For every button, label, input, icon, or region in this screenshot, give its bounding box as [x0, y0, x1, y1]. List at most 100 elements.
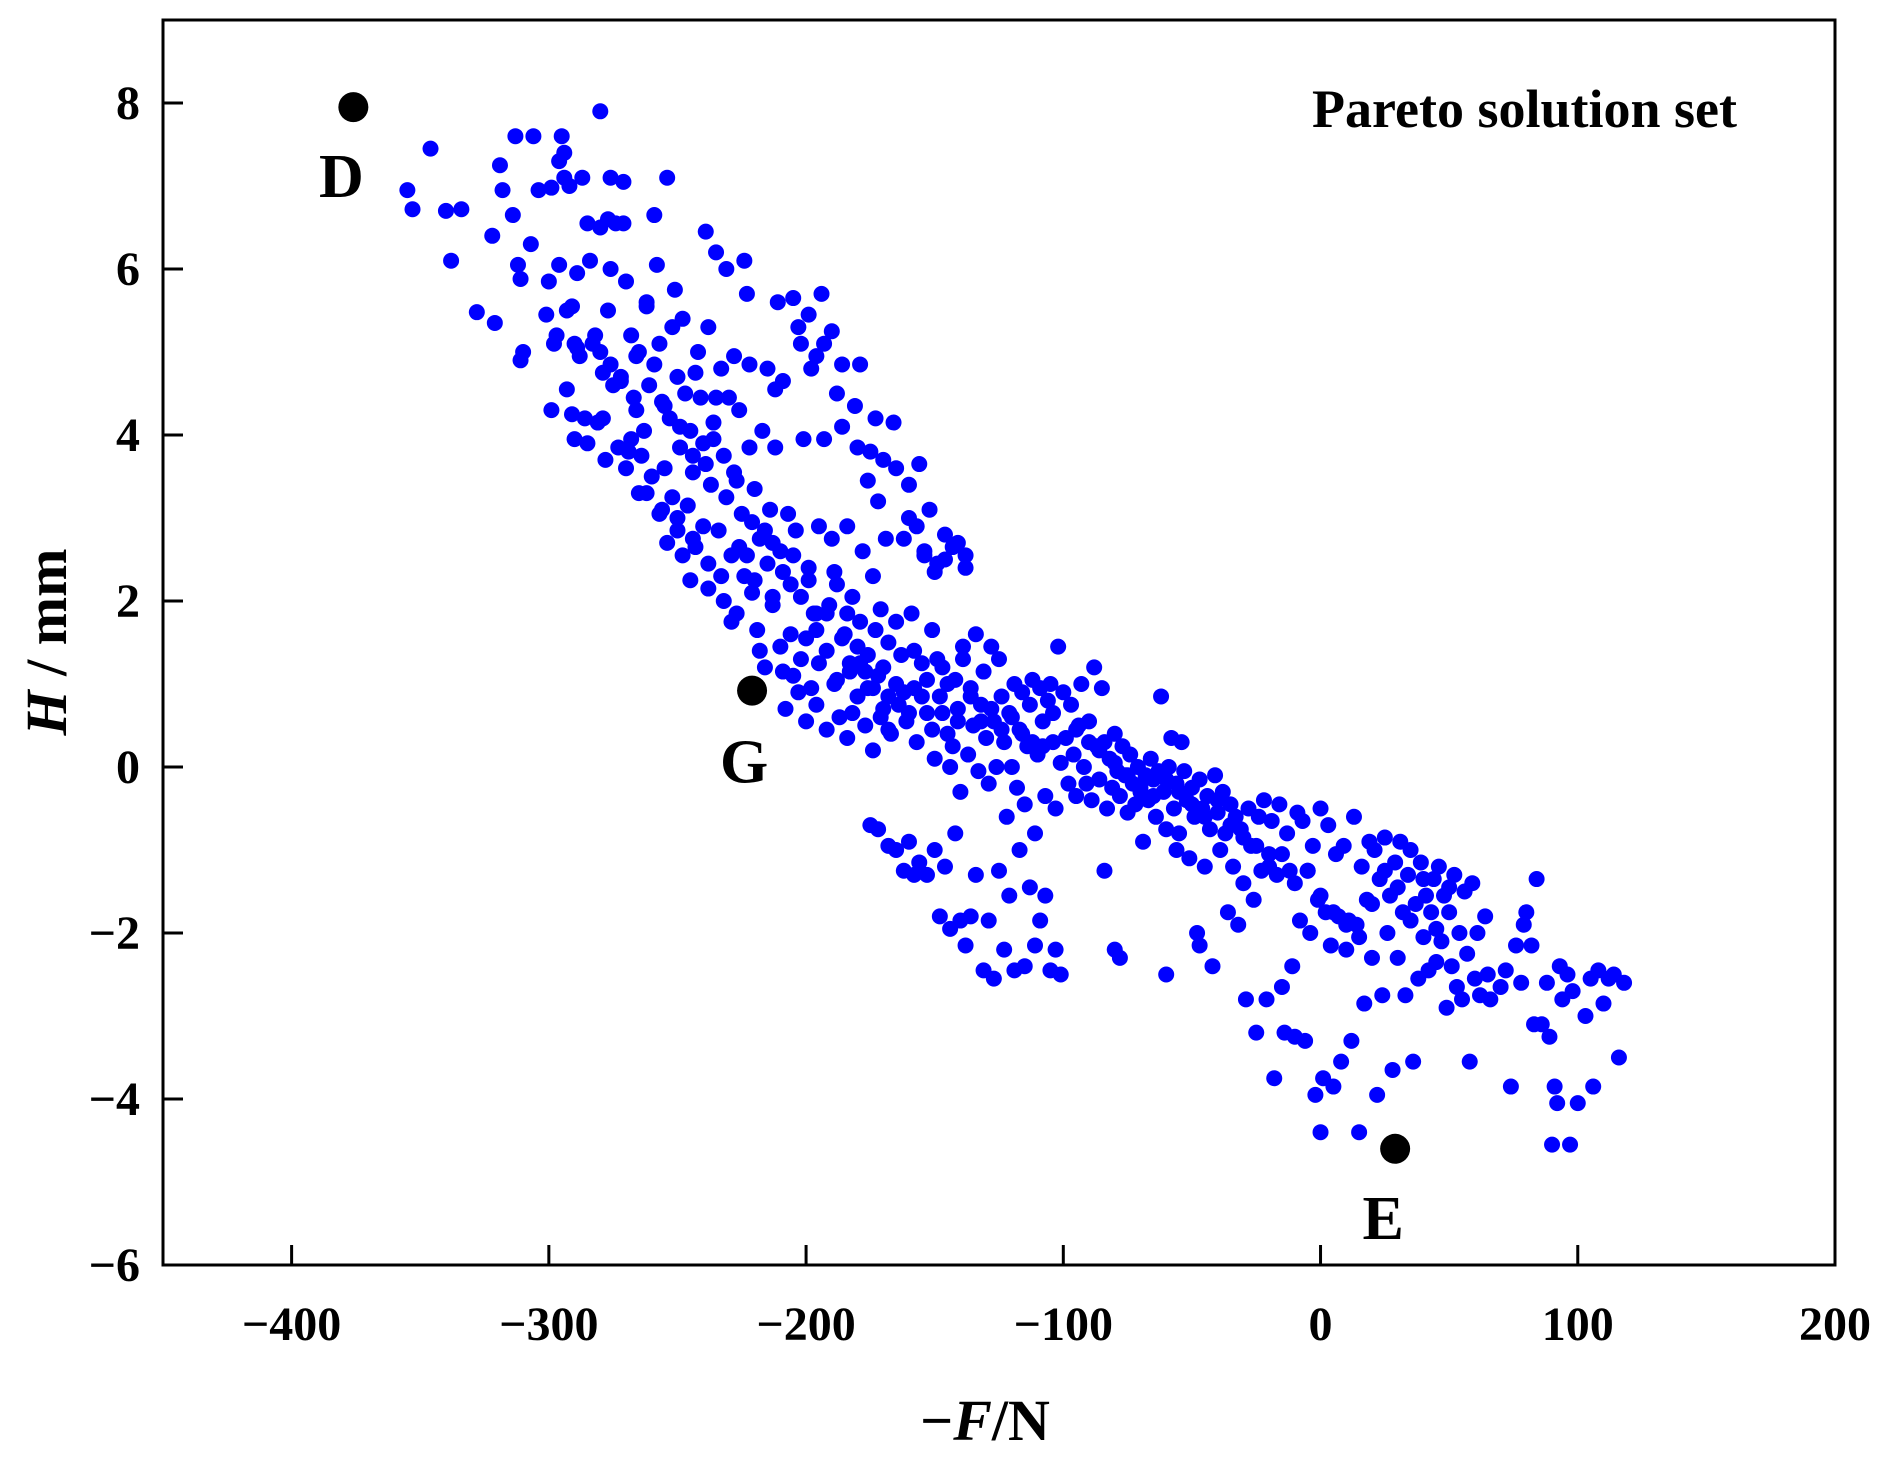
- y-tick-label: 6: [116, 243, 140, 296]
- pareto-point: [1245, 891, 1262, 908]
- pareto-point: [844, 705, 861, 722]
- pareto-point: [744, 514, 761, 531]
- pareto-point: [983, 638, 1000, 655]
- pareto-point: [962, 688, 979, 705]
- pareto-point: [1454, 991, 1471, 1008]
- pareto-point: [918, 705, 935, 722]
- pareto-point: [1091, 771, 1108, 788]
- pareto-point: [913, 688, 930, 705]
- pareto-point: [1258, 991, 1275, 1008]
- pareto-point: [437, 202, 454, 219]
- pareto-point: [1176, 763, 1193, 780]
- highlight-points: D G E: [319, 92, 1411, 1253]
- pareto-point: [582, 252, 599, 269]
- pareto-point: [844, 588, 861, 605]
- pareto-point: [1577, 1008, 1594, 1024]
- pareto-point: [1263, 812, 1280, 829]
- pareto-point: [792, 651, 809, 668]
- pareto-point: [576, 410, 593, 427]
- pareto-point: [1201, 821, 1218, 838]
- pareto-point: [867, 410, 884, 427]
- pareto-point: [1374, 987, 1391, 1004]
- pareto-point: [1497, 962, 1514, 979]
- pareto-point: [823, 323, 840, 340]
- pareto-point: [1518, 904, 1535, 921]
- pareto-point: [1291, 912, 1308, 929]
- highlight-label-e: E: [1362, 1185, 1403, 1253]
- pareto-point: [872, 709, 889, 726]
- pareto-point: [1466, 970, 1483, 987]
- pareto-point: [1459, 945, 1476, 962]
- pareto-point: [828, 671, 845, 688]
- pareto-point: [628, 402, 645, 419]
- pareto-point: [913, 655, 930, 672]
- y-axis-title-var: H: [14, 688, 79, 736]
- pareto-point: [1335, 837, 1352, 854]
- pareto-point: [900, 705, 917, 722]
- pareto-point: [700, 555, 717, 572]
- pareto-point: [749, 622, 766, 639]
- pareto-point: [1281, 862, 1298, 879]
- pareto-point: [672, 439, 689, 456]
- pareto-point: [944, 738, 961, 755]
- pareto-point: [1171, 825, 1188, 842]
- pareto-point: [1302, 925, 1319, 941]
- pareto-point: [1068, 721, 1085, 738]
- pareto-point: [515, 344, 532, 360]
- pareto-point: [1464, 875, 1481, 892]
- pareto-point: [906, 642, 923, 659]
- pareto-point: [813, 285, 830, 302]
- pareto-point: [1032, 912, 1049, 929]
- pareto-point: [1351, 1124, 1368, 1141]
- pareto-point: [666, 281, 683, 298]
- pareto-point: [947, 825, 964, 842]
- pareto-point: [1096, 862, 1113, 879]
- pareto-point: [715, 447, 732, 464]
- pareto-point: [538, 306, 555, 323]
- pareto-point: [767, 381, 784, 398]
- pareto-point: [1171, 783, 1188, 800]
- pareto-point: [1389, 949, 1406, 966]
- pareto-point: [1160, 759, 1177, 775]
- highlight-point-d: [338, 92, 369, 123]
- pareto-point: [1379, 925, 1396, 941]
- pareto-point: [656, 460, 673, 477]
- pareto-point: [831, 709, 848, 726]
- pareto-point: [1261, 858, 1278, 875]
- pareto-point: [1207, 767, 1224, 784]
- pareto-point: [713, 568, 730, 585]
- pareto-point: [785, 290, 802, 307]
- pareto-point: [880, 688, 897, 705]
- pareto-point: [1142, 750, 1159, 767]
- pareto-point: [911, 854, 928, 871]
- pareto-point: [1415, 929, 1432, 946]
- pareto-point: [764, 588, 781, 605]
- pareto-point: [839, 518, 856, 535]
- highlight-label-g: G: [720, 729, 768, 797]
- pareto-point: [939, 676, 956, 692]
- pareto-point: [643, 468, 660, 485]
- pareto-point: [1065, 746, 1082, 763]
- pareto-point: [900, 476, 917, 493]
- pareto-point: [443, 252, 460, 269]
- pareto-point: [1222, 817, 1239, 834]
- pareto-point: [509, 256, 526, 273]
- pareto-point: [787, 522, 804, 539]
- pareto-point: [1086, 659, 1103, 676]
- pareto-point: [756, 659, 773, 676]
- pareto-point: [800, 559, 817, 576]
- pareto-point: [1351, 929, 1368, 946]
- pareto-point: [404, 201, 421, 218]
- pareto-point: [1363, 949, 1380, 966]
- pareto-point: [1111, 949, 1128, 966]
- pareto-point: [677, 385, 694, 402]
- pareto-point: [525, 128, 542, 145]
- pareto-point: [864, 680, 881, 697]
- pareto-point: [1569, 1095, 1586, 1112]
- pareto-point: [1045, 705, 1062, 722]
- pareto-point: [818, 605, 835, 622]
- pareto-point: [790, 319, 807, 336]
- pareto-point: [620, 443, 637, 460]
- pareto-point: [1492, 978, 1509, 995]
